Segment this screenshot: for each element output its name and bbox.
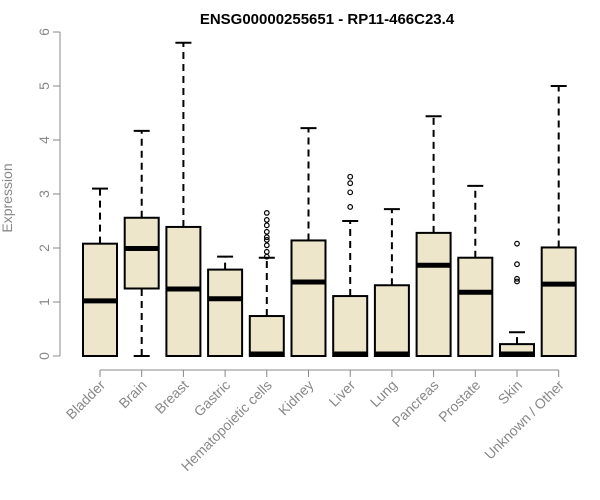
outlier-point	[514, 261, 520, 268]
y-tick-label: 6	[36, 28, 52, 36]
x-tick-label: Unknown / Other	[481, 377, 567, 463]
outlier-point	[263, 234, 270, 241]
y-tick-label: 3	[36, 190, 52, 198]
y-axis-label: Expression	[0, 163, 15, 232]
y-tick-label: 4	[36, 136, 52, 144]
x-tick-label: Breast	[152, 377, 192, 417]
outlier-point	[263, 217, 270, 223]
outlier-point	[514, 278, 520, 285]
chart-title: ENSG00000255651 - RP11-466C23.4	[200, 11, 455, 28]
box-rect	[207, 268, 244, 358]
outlier-point	[263, 228, 270, 235]
box-rect	[540, 246, 577, 358]
outlier-point	[263, 242, 270, 249]
box-gastric	[207, 255, 244, 358]
outlier-point	[263, 248, 270, 255]
outlier-point	[347, 189, 354, 196]
outlier-point	[347, 173, 354, 180]
y-tick-label: 1	[36, 298, 52, 306]
box-rect	[248, 315, 285, 358]
box-rect	[290, 239, 327, 357]
outlier-point	[347, 180, 354, 187]
box-hematopoietic-cells	[248, 209, 285, 358]
box-prostate	[457, 184, 494, 357]
outlier-point	[514, 275, 520, 282]
x-tick-label: Lung	[367, 377, 400, 410]
box-pancreas	[415, 115, 452, 358]
box-kidney	[290, 127, 327, 357]
y-tick-label: 2	[36, 244, 52, 252]
x-tick-label: Prostate	[435, 377, 483, 425]
x-tick-label: Liver	[326, 377, 359, 410]
box-rect	[332, 295, 369, 357]
x-tick-label: Bladder	[63, 377, 109, 423]
box-rect	[123, 216, 160, 290]
outlier-point	[347, 204, 354, 210]
box-rect	[373, 284, 410, 358]
x-tick-label: Skin	[495, 377, 526, 408]
y-tick-label: 0	[36, 352, 52, 360]
outlier-point	[514, 240, 520, 247]
box-lung	[373, 208, 410, 358]
box-skin	[499, 240, 535, 357]
box-liver	[332, 173, 369, 357]
boxes-group	[82, 41, 577, 358]
x-tick-label: Kidney	[275, 377, 317, 419]
box-rect	[415, 231, 452, 358]
outlier-point	[263, 236, 270, 243]
x-tick-label: Brain	[115, 377, 149, 411]
box-unknown-other	[540, 85, 577, 358]
box-brain	[123, 129, 160, 357]
box-bladder	[82, 187, 118, 357]
box-rect	[457, 256, 494, 357]
y-axis: 0 1 2 3 4 5 6	[36, 28, 61, 360]
y-tick-label: 5	[36, 82, 52, 90]
box-breast	[165, 41, 202, 357]
outlier-point	[263, 209, 270, 216]
outlier-point	[263, 222, 270, 229]
